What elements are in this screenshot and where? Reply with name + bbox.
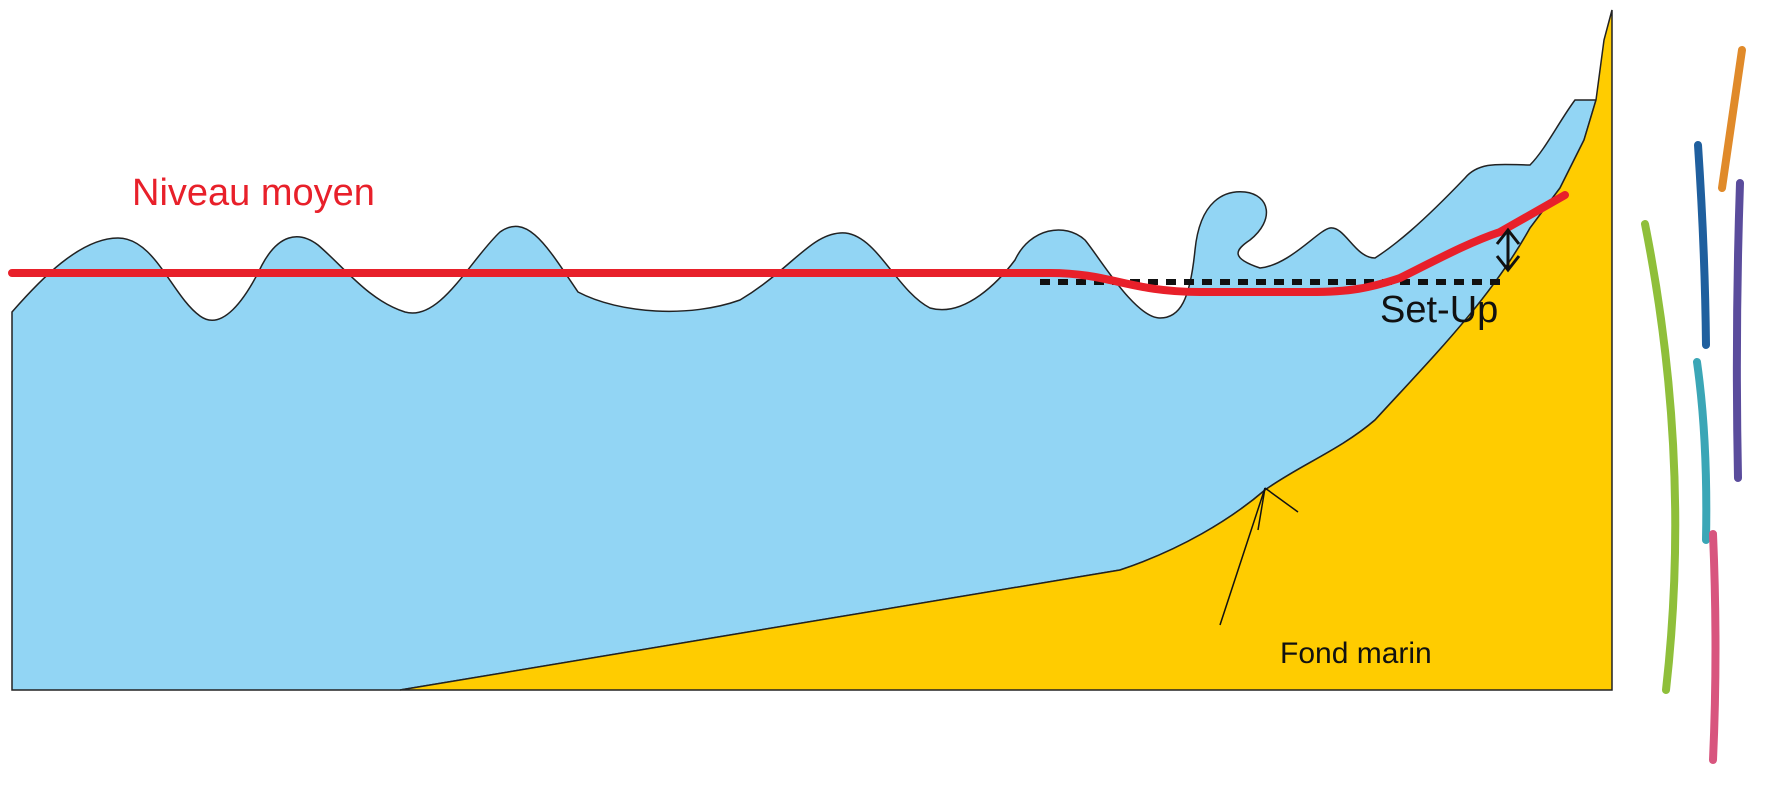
mean-level-line [8,191,1569,296]
setup-double-arrow [1495,227,1521,273]
setup-label: Set-Up [1380,289,1498,331]
seabed-label: Fond marin [1280,637,1432,670]
deco-arc-pink [1709,530,1720,764]
deco-arc-blue [1694,141,1710,349]
seabed-area [399,9,1613,691]
deco-arc-orange [1718,46,1746,192]
deco-arc-purple [1732,179,1744,482]
seabed-pointer-arrow [1219,487,1299,626]
water-body [11,99,1598,691]
mean-level-label: Niveau moyen [132,172,375,214]
deco-arc-teal [1693,358,1711,544]
deco-arc-green [1641,220,1680,694]
decorative-arcs [1641,46,1746,764]
